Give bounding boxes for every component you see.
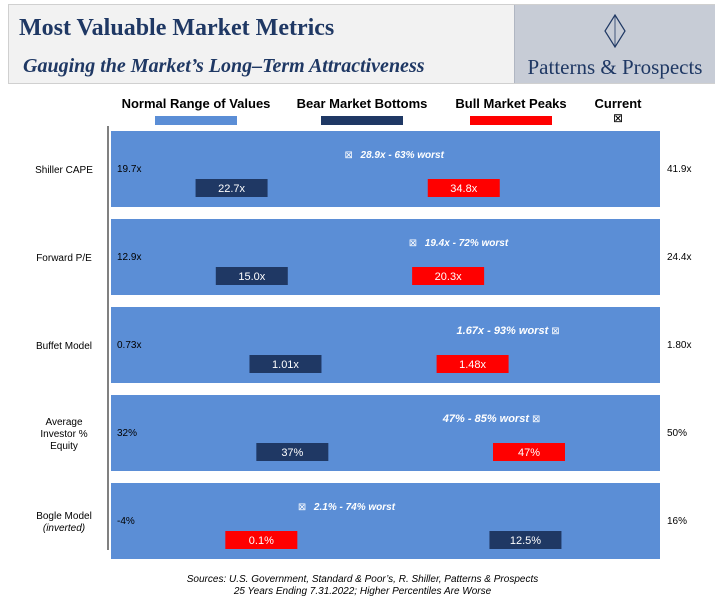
legend-label: Bull Market Peaks <box>455 96 567 111</box>
range-band <box>111 395 660 471</box>
legend-item-1: Bear Market Bottoms <box>282 96 442 125</box>
current-marker-icon: ⊠ <box>532 414 540 425</box>
legend-label: Bear Market Bottoms <box>296 96 428 111</box>
bear-bottom-bar <box>256 443 329 461</box>
category-label: Bogle Model <box>36 511 92 522</box>
footnote-sources: Sources: U.S. Government, Standard & Poo… <box>186 574 539 585</box>
category-label: Average <box>45 417 83 428</box>
chart-title: Most Valuable Market Metrics <box>19 15 335 41</box>
current-value-label: 19.4x - 72% worst <box>425 238 509 249</box>
range-max-label: 50% <box>667 428 687 439</box>
range-band <box>111 307 660 383</box>
legend-swatch <box>470 116 552 125</box>
category-label: Forward P/E <box>36 253 92 264</box>
current-value-label: 28.9x - 63% worst <box>360 150 445 161</box>
bear-bottom-bar <box>489 531 562 549</box>
bull-peak-bar <box>427 179 500 197</box>
current-value-label: 2.1% - 74% worst <box>313 502 396 513</box>
bear-bottom-bar-label: 15.0x <box>238 271 265 283</box>
legend-label: Current <box>594 96 642 111</box>
range-band <box>111 219 660 295</box>
legend-swatch <box>155 116 237 125</box>
current-value-label: 1.67x - 93% worst <box>457 325 550 337</box>
range-max-label: 41.9x <box>667 164 691 175</box>
bear-bottom-bar <box>215 267 288 285</box>
bear-bottom-bar-label: 12.5% <box>510 535 541 547</box>
range-band <box>111 131 660 207</box>
bull-peak-bar-label: 20.3x <box>435 271 462 283</box>
legend-item-0: Normal Range of Values <box>116 96 276 125</box>
legend-marker-icon: ⊠ <box>612 111 624 125</box>
current-marker-icon: ⊠ <box>551 326 559 337</box>
range-max-label: 16% <box>667 516 687 527</box>
category-label: Buffet Model <box>36 341 92 352</box>
range-min-label: 19.7x <box>117 164 141 175</box>
range-band <box>111 483 660 559</box>
range-max-label: 24.4x <box>667 252 691 263</box>
bear-bottom-bar <box>195 179 268 197</box>
category-label: Equity <box>50 441 78 452</box>
range-min-label: 0.73x <box>117 340 141 351</box>
bull-peak-bar <box>225 531 298 549</box>
current-marker-icon: ⊠ <box>409 238 417 249</box>
category-label: Shiller CAPE <box>35 165 93 176</box>
range-min-label: 12.9x <box>117 252 141 263</box>
bull-peak-bar <box>412 267 485 285</box>
legend-item-3: Current ⊠ <box>538 96 698 124</box>
legend-swatch <box>321 116 403 125</box>
bull-peak-bar-label: 34.8x <box>450 183 477 195</box>
current-value-label: 47% - 85% worst <box>442 413 531 425</box>
bull-peak-bar-label: 47% <box>518 447 540 459</box>
bear-bottom-bar <box>249 355 322 373</box>
bull-peak-bar-label: 0.1% <box>249 535 274 547</box>
bear-bottom-bar-label: 1.01x <box>272 359 299 371</box>
chart-subtitle: Gauging the Market’s Long–Term Attractiv… <box>23 55 425 77</box>
chart-header: Most Valuable Market Metrics Gauging the… <box>8 4 715 84</box>
legend-item-2: Bull Market Peaks <box>431 96 591 125</box>
bear-bottom-bar-label: 22.7x <box>218 183 245 195</box>
bull-peak-bar <box>436 355 509 373</box>
footnote-period: 25 Years Ending 7.31.2022; Higher Percen… <box>233 586 492 597</box>
bull-peak-bar <box>493 443 565 461</box>
range-min-label: 32% <box>117 428 137 439</box>
bull-peak-bar-label: 1.48x <box>459 359 486 371</box>
current-marker-icon: ⊠ <box>345 150 353 161</box>
range-max-label: 1.80x <box>667 340 691 351</box>
legend-label: Normal Range of Values <box>121 96 271 111</box>
current-marker-icon: ⊠ <box>298 502 306 513</box>
brand-logo: Patterns & Prospects <box>514 5 715 83</box>
source-footnote: Sources: U.S. Government, Standard & Poo… <box>0 574 725 598</box>
category-label: Investor % <box>40 429 87 440</box>
bear-bottom-bar-label: 37% <box>281 447 303 459</box>
category-label: (inverted) <box>43 523 85 534</box>
diamond-logo-icon <box>604 13 626 49</box>
logo-text: Patterns & Prospects <box>527 55 703 79</box>
range-min-label: -4% <box>117 516 135 527</box>
